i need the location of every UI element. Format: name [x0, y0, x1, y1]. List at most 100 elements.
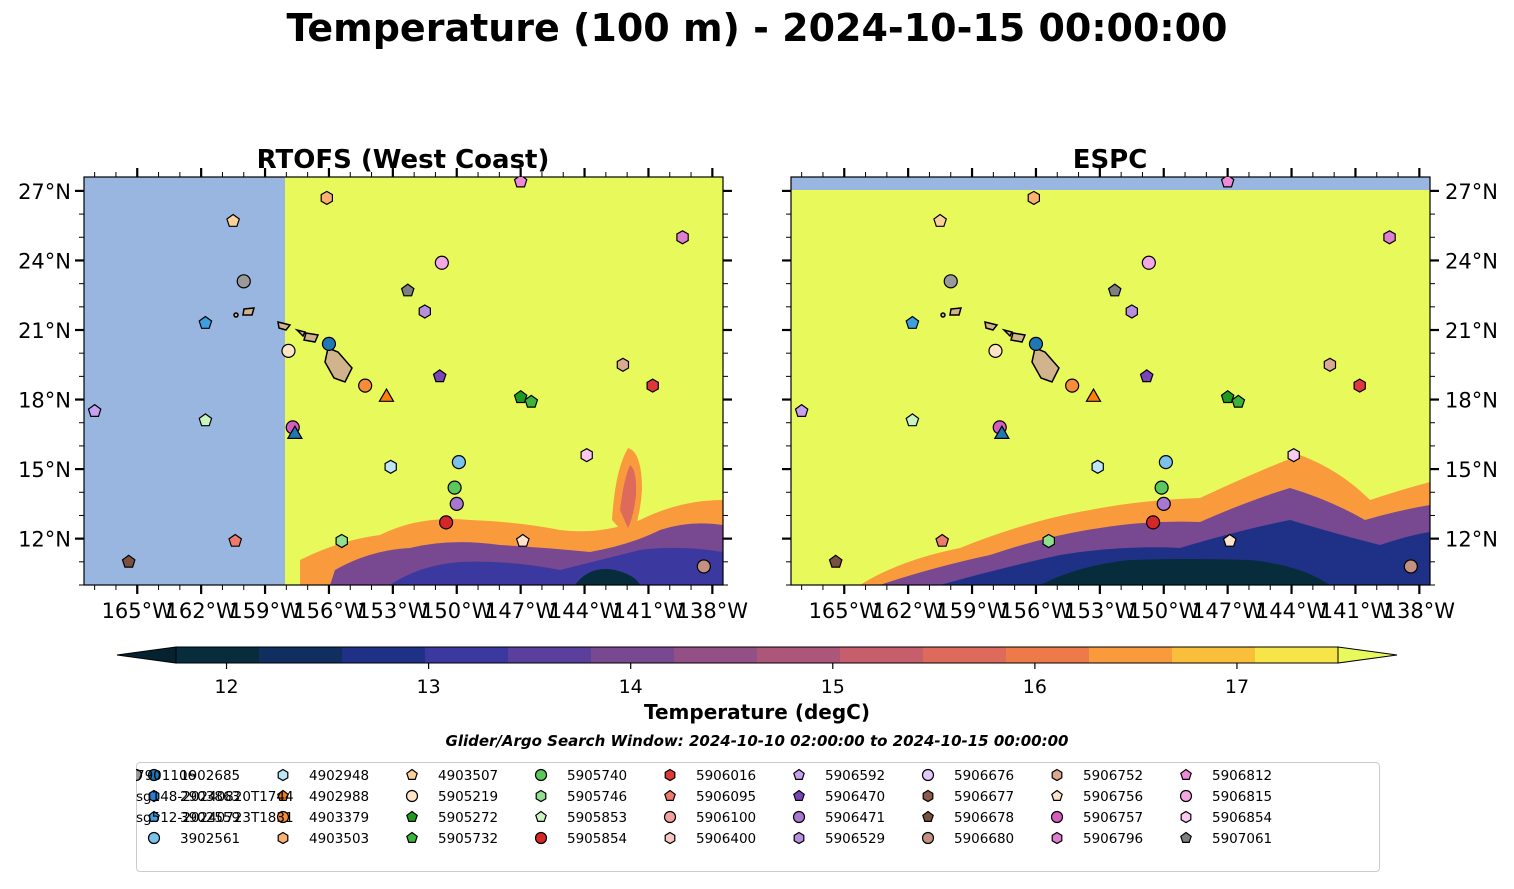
legend-marker-5905853 [535, 810, 547, 822]
rtofs-y-tick-label: 15°N [18, 458, 71, 482]
legend-marker-5906756 [1051, 789, 1063, 801]
legend-label: 2903863 [180, 789, 240, 805]
rtofs-cold-darkest [575, 569, 640, 585]
rtofs-marker-5906095 [228, 533, 243, 547]
rtofs-x-tick-label: 159°W [229, 599, 301, 623]
colorbar-segment [259, 647, 343, 663]
espc-marker-5905746 [1042, 533, 1055, 549]
colorbar: 12 13 14 15 16 17 [116, 646, 1398, 698]
espc-marker-5906471 [1156, 496, 1171, 511]
rtofs-cold-plume-inner [620, 465, 637, 528]
legend-label: 5905854 [567, 831, 627, 847]
legend-label: sg512-20240723T1831 [136, 810, 294, 826]
colorbar-tick-label: 16 [1023, 676, 1047, 698]
legend-marker-5906470 [793, 789, 805, 801]
colorbar-tick-label: 13 [417, 676, 441, 698]
legend-label: 5906676 [954, 768, 1014, 784]
legend-entry-5905746: 5905746 [535, 789, 627, 805]
legend-marker-7901106 [136, 768, 143, 782]
legend-label: 5906752 [1083, 768, 1143, 784]
legend-entry-5905853: 5905853 [535, 810, 627, 826]
espc-marker-4902948 [1091, 459, 1104, 474]
rtofs-axis-ticks: 165°W162°W159°W156°W153°W150°W147°W144°W… [18, 168, 748, 623]
rtofs-marker-5906678 [121, 554, 136, 568]
rtofs-marker-5907061 [400, 283, 415, 297]
colorbar-segment [923, 647, 1007, 663]
rtofs-marker-5906854 [580, 448, 593, 463]
espc-y-tick-label: 15°N [1445, 458, 1498, 482]
legend-marker-5906676 [921, 768, 935, 782]
rtofs-marker-5906470 [432, 369, 447, 383]
legend-label: 5906854 [1212, 810, 1272, 826]
rtofs-y-tick-label: 24°N [18, 249, 71, 273]
legend-marker-5906812 [1180, 768, 1192, 780]
legend-entry-5906854: 5906854 [1180, 810, 1272, 826]
legend-entry-5906812: 5906812 [1180, 768, 1272, 784]
legend-entry-1902685: 1902685 [147, 768, 240, 784]
espc-marker-5905272 [1220, 389, 1235, 404]
legend-label: 5906756 [1083, 789, 1143, 805]
legend-entry-sg148-20240820T1744: sg148-20240820T1744 [136, 789, 294, 805]
espc-marker-5906016 [1353, 378, 1366, 393]
legend-label: 5905853 [567, 810, 627, 826]
rtofs-marker-5906529 [418, 304, 431, 319]
espc-marker-4903379 [1065, 378, 1080, 393]
espc-y-tick-label: 18°N [1445, 389, 1498, 413]
rtofs-cold-deep [390, 547, 723, 585]
legend-marker-4902988 [277, 789, 289, 801]
legend-entry-5906756: 5906756 [1051, 789, 1143, 805]
colorbar-tick-label: 17 [1225, 676, 1249, 698]
legend-label: 5906815 [1212, 789, 1272, 805]
espc-x-tick-label: 153°W [1064, 599, 1136, 623]
legend-label: 5905746 [567, 789, 627, 805]
rtofs-marker-7901106 [236, 274, 251, 289]
espc-marker-5907061 [1107, 283, 1122, 297]
rtofs-marker-4902948 [384, 459, 397, 474]
legend-label: 1902685 [180, 768, 240, 784]
colorbar-tick-label: 15 [821, 676, 845, 698]
legend-entry-4903503: 4903503 [277, 831, 369, 847]
espc-marker-5906095 [935, 533, 950, 547]
rtofs-marker-5906752 [616, 357, 630, 372]
legend-marker-5906095 [664, 789, 676, 801]
espc-cold-darkest [1040, 559, 1330, 585]
search-window-caption: Glider/Argo Search Window: 2024-10-10 02… [446, 732, 1069, 750]
legend-entry-4903379: 4903379 [276, 810, 369, 826]
colorbar-segment [757, 647, 841, 663]
rtofs-marker-5905854 [439, 515, 454, 530]
legend-marker-5906592 [793, 768, 805, 780]
espc-marker-5906854 [1287, 448, 1300, 463]
rtofs-marker-5906812 [513, 177, 528, 188]
legend-label: 5906812 [1212, 768, 1272, 784]
legend-label: 5906678 [954, 810, 1014, 826]
legend-marker-5906680 [921, 831, 935, 845]
espc-x-tick-label: 159°W [936, 599, 1008, 623]
legend-marker-5906752 [1051, 768, 1063, 782]
rtofs-marker-5905272 [513, 389, 528, 404]
legend-entry-sg512-20240723T1831: sg512-20240723T1831 [136, 810, 294, 826]
legend-marker-5906796 [1051, 831, 1063, 845]
legend-label: 4902948 [309, 768, 369, 784]
rtofs-marker-sg148-20240820T1744 [286, 425, 303, 439]
legend-entry-5905854: 5905854 [534, 831, 627, 847]
legend-label: 5906529 [825, 831, 885, 847]
legend-marker-5906677 [922, 789, 934, 803]
legend-label: 4903507 [438, 768, 498, 784]
legend-label: sg148-20240820T1744 [136, 789, 294, 805]
figure-title: Temperature (100 m) - 2024-10-15 00:00:0… [286, 6, 1228, 50]
legend-entry-5906678: 5906678 [922, 810, 1014, 826]
espc-axis-ticks: 165°W162°W159°W156°W153°W150°W147°W144°W… [782, 168, 1498, 623]
espc-marker-5906592 [794, 403, 809, 417]
legend-marker-5906678 [922, 810, 934, 822]
rtofs-marker-5906815 [434, 255, 449, 270]
rtofs-platform-markers [87, 177, 711, 574]
colorbar-segment [1006, 647, 1090, 663]
legend-label: 5906400 [696, 831, 756, 847]
legend-label: 5905219 [438, 789, 498, 805]
legend-entry-5905272: 5905272 [406, 810, 498, 826]
legend-marker-5905272 [406, 810, 418, 822]
legend-marker-3902561 [147, 831, 161, 845]
legend-marker-4903507 [406, 768, 418, 780]
rtofs-marker-sg512-20240723T1831 [378, 387, 395, 402]
legend [136, 762, 1380, 872]
